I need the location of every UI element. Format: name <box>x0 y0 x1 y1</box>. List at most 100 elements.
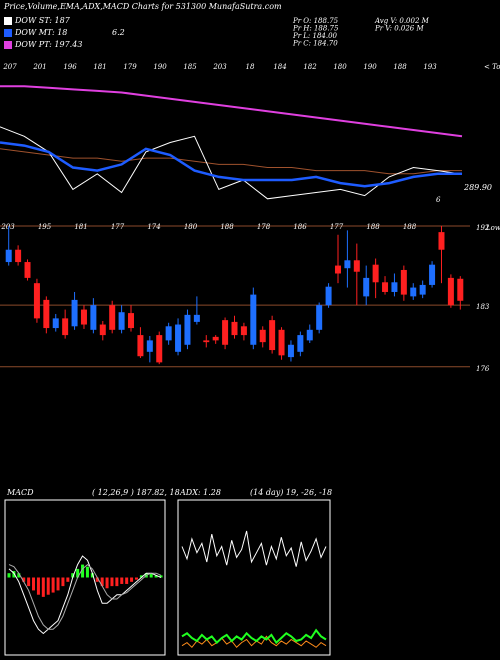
candle-body <box>109 305 116 330</box>
top-label: 190 <box>153 63 167 71</box>
candle-body <box>316 305 323 330</box>
candle-body <box>71 299 78 327</box>
legend-label: DOW MT: 18 <box>14 28 67 37</box>
candle-body <box>344 260 351 269</box>
note: 6 <box>436 196 441 204</box>
candle-body <box>222 320 229 345</box>
peak-label: 186 <box>293 223 307 231</box>
histogram-bar <box>76 568 80 578</box>
macd-line <box>8 555 162 635</box>
candle-body <box>447 277 454 306</box>
histogram-bar <box>66 577 70 582</box>
candle-body <box>287 344 294 358</box>
candle-body <box>212 336 219 341</box>
macd-line <box>8 563 162 630</box>
ema-line <box>0 126 463 200</box>
peak-label: 195 <box>38 223 52 231</box>
candle-body <box>297 335 304 352</box>
candle-body <box>259 329 266 343</box>
volume-info: Avg V: 0.002 M <box>374 17 430 25</box>
panel <box>177 499 331 656</box>
ema-line <box>0 85 463 138</box>
peak-label: 188 <box>366 223 380 231</box>
histogram-bar <box>95 577 99 582</box>
top-label: 181 <box>93 63 106 71</box>
top-label: 18 <box>246 63 255 71</box>
candle-body <box>410 287 417 297</box>
histogram-bar <box>130 577 134 582</box>
price-info: Pr C: 184.70 <box>292 40 338 48</box>
panel <box>4 499 166 656</box>
candle-body <box>52 318 59 329</box>
candle-body <box>278 329 285 356</box>
candle-body <box>128 313 135 329</box>
candle-body <box>363 277 370 297</box>
histogram-bar <box>41 577 45 597</box>
histogram-bar <box>134 577 138 580</box>
candle-body <box>137 335 144 357</box>
adx-line <box>181 628 327 645</box>
histogram-bar <box>159 575 163 578</box>
candle-body <box>325 286 332 306</box>
ema-line <box>0 141 462 188</box>
candle-body <box>43 299 50 329</box>
histogram-bar <box>61 577 65 587</box>
candle-body <box>90 305 97 330</box>
histogram-bar <box>71 573 75 578</box>
histogram-bar <box>81 564 85 578</box>
last-value: 289.90 <box>463 183 492 192</box>
peak-label: 188 <box>220 223 234 231</box>
price-info: Pr O: 188.75 <box>292 17 339 25</box>
legend-swatch <box>4 17 12 25</box>
candle-body <box>269 320 276 351</box>
histogram-bar <box>154 575 158 578</box>
price-info: Pr L: 184.00 <box>292 32 338 40</box>
candle-body <box>334 265 341 274</box>
adx-line <box>181 635 327 649</box>
candle-body <box>156 335 163 363</box>
candle-body <box>306 329 313 341</box>
candle-body <box>391 282 398 292</box>
page-title: Price,Volume,EMA,ADX,MACD Charts for 531… <box>3 2 282 11</box>
candle-body <box>62 318 69 336</box>
histogram-bar <box>56 577 60 591</box>
candle-body <box>15 249 22 263</box>
top-label: 201 <box>32 63 46 71</box>
panel-label: ADX: 1.28 <box>179 488 221 497</box>
histogram-bar <box>105 577 109 589</box>
histogram-bar <box>36 577 40 595</box>
adx-line <box>181 530 327 567</box>
histogram-bar <box>120 577 124 584</box>
legend-swatch <box>4 29 12 37</box>
peak-label: 177 <box>330 223 344 231</box>
price-info: Pr H: 188.75 <box>292 25 339 33</box>
candle-body <box>99 324 106 336</box>
tops-label: < Tops <box>484 63 500 71</box>
volume-info: Pr V: 0.026 M <box>374 25 424 33</box>
candle-body <box>457 278 464 301</box>
peak-label: 177 <box>111 223 125 231</box>
candle-body <box>193 314 200 322</box>
candle-body <box>184 314 191 345</box>
lows-label: Lows <box>485 224 500 232</box>
top-label: 182 <box>303 63 317 71</box>
candle-body <box>429 264 436 285</box>
y-tick-label: 192 <box>476 224 490 232</box>
histogram-bar <box>12 571 16 578</box>
histogram-bar <box>27 577 31 587</box>
top-label: 207 <box>2 63 17 71</box>
candle-body <box>146 340 153 352</box>
candle-body <box>438 232 445 250</box>
candle-body <box>419 284 426 295</box>
candle-body <box>372 264 379 283</box>
y-tick-label: 176 <box>476 365 490 373</box>
histogram-bar <box>32 577 36 591</box>
candle-body <box>175 324 182 352</box>
histogram-bar <box>125 577 129 584</box>
candle-body <box>231 321 238 336</box>
histogram-bar <box>17 573 21 578</box>
candle-body <box>203 340 210 343</box>
candle-body <box>80 309 87 325</box>
candle-body <box>118 312 125 330</box>
